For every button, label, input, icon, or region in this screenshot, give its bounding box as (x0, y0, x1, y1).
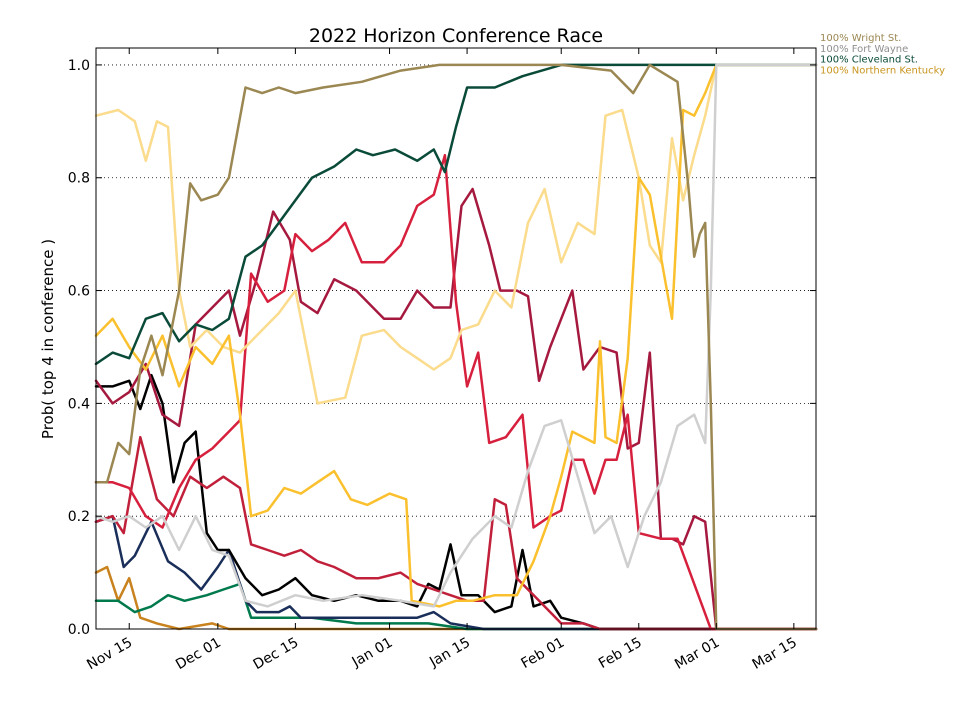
series-lines (94, 63, 818, 631)
legend-label-0: 100% Wright St. (820, 33, 901, 44)
y-axis-ticks: 0.0 0.2 0.4 0.6 0.8 1.0 (68, 58, 816, 638)
series-line-11 (94, 565, 818, 631)
series-line-6 (94, 187, 818, 631)
chart-title: 2022 Horizon Conference Race (309, 25, 603, 47)
y-tick-label: 0.4 (68, 396, 90, 412)
y-tick-label: 0.2 (68, 509, 90, 525)
y-tick-label: 0.0 (68, 622, 90, 638)
x-tick-label: Dec 01 (173, 635, 224, 674)
series-line-2 (94, 63, 818, 366)
series-line-3 (94, 63, 818, 608)
y-tick-label: 0.8 (68, 171, 90, 187)
series-line-5 (94, 153, 818, 631)
series-line-8 (94, 373, 818, 631)
y-axis-label: Prob( top 4 in conference ) (39, 239, 57, 439)
legend-label-3: 100% Northern Kentucky (820, 65, 945, 76)
series-line-0 (94, 63, 818, 631)
series-line-4 (94, 63, 818, 405)
plot-area-frame (95, 47, 817, 630)
x-tick-label: Feb 01 (518, 635, 567, 672)
series-line-7 (94, 435, 818, 631)
y-tick-label: 1.0 (68, 58, 90, 74)
series-line-9 (94, 514, 818, 631)
x-tick-label: Jan 01 (349, 635, 396, 671)
legend-label-2: 100% Cleveland St. (820, 55, 918, 66)
x-tick-label: Feb 15 (596, 635, 645, 672)
x-tick-label: Nov 15 (84, 635, 135, 674)
x-tick-label: Mar 01 (672, 635, 722, 673)
x-tick-label: Jan 15 (426, 635, 473, 671)
legend-label-1: 100% Fort Wayne (820, 44, 908, 55)
series-line-1 (94, 63, 818, 608)
y-tick-label: 0.6 (68, 284, 90, 300)
x-tick-label: Mar 15 (750, 635, 800, 673)
x-tick-label: Dec 15 (251, 635, 302, 674)
